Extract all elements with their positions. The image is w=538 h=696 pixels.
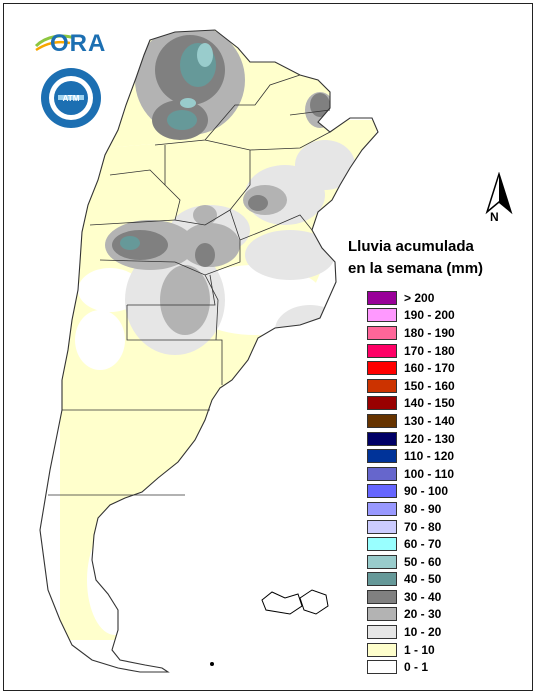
legend-swatch [367, 607, 397, 622]
legend-label: 50 - 60 [404, 554, 442, 569]
legend-label: 80 - 90 [404, 501, 442, 516]
north-arrow-icon [485, 172, 513, 215]
legend-swatch [367, 642, 397, 657]
legend-item: 0 - 1 [367, 658, 517, 676]
legend-item: 140 - 150 [367, 395, 517, 413]
legend-label: 190 - 200 [404, 308, 455, 323]
legend-item: 130 - 140 [367, 412, 517, 430]
legend: > 200 190 - 200 180 - 190 170 - 180 160 - 17… [367, 289, 517, 676]
legend-label: 130 - 140 [404, 413, 455, 428]
legend-item: 90 - 100 [367, 483, 517, 501]
island-dot [210, 662, 214, 666]
legend-label: 1 - 10 [404, 642, 435, 657]
legend-label: 40 - 50 [404, 572, 442, 587]
legend-item: > 200 [367, 289, 517, 307]
rainfall-shading [60, 30, 378, 640]
legend-swatch [367, 589, 397, 604]
legend-swatch [367, 572, 397, 587]
legend-swatch [367, 378, 397, 393]
legend-label: > 200 [404, 290, 435, 305]
legend-label: 100 - 110 [404, 466, 455, 481]
legend-label: 0 - 1 [404, 660, 429, 675]
legend-swatch [367, 449, 397, 464]
legend-swatch [367, 325, 397, 340]
legend-label: 140 - 150 [404, 396, 455, 411]
legend-swatch [367, 519, 397, 534]
legend-item: 120 - 130 [367, 430, 517, 448]
legend-item: 50 - 60 [367, 553, 517, 571]
legend-label: 110 - 120 [404, 449, 455, 464]
legend-title-line1: Lluvia acumulada [348, 238, 474, 255]
legend-label: 70 - 80 [404, 519, 442, 534]
legend-swatch [367, 413, 397, 428]
legend-swatch [367, 501, 397, 516]
legend-item: 180 - 190 [367, 324, 517, 342]
legend-item: 110 - 120 [367, 447, 517, 465]
ora-logo-icon [34, 34, 75, 52]
legend-swatch [367, 466, 397, 481]
legend-label: 170 - 180 [404, 343, 455, 358]
legend-label: 20 - 30 [404, 607, 442, 622]
legend-item: 1 - 10 [367, 641, 517, 659]
legend-swatch [367, 537, 397, 552]
legend-swatch [367, 396, 397, 411]
legend-label: 160 - 170 [404, 361, 455, 376]
legend-swatch [367, 660, 397, 675]
legend-title-line2: en la semana (mm) [348, 260, 484, 277]
legend-swatch [367, 484, 397, 499]
legend-swatch [367, 431, 397, 446]
legend-item: 170 - 180 [367, 342, 517, 360]
malvinas-islands [261, 589, 329, 615]
province-boundaries [39, 29, 379, 673]
legend-item: 60 - 70 [367, 535, 517, 553]
legend-item: 150 - 160 [367, 377, 517, 395]
legend-item: 160 - 170 [367, 359, 517, 377]
legend-label: 150 - 160 [404, 378, 455, 393]
legend-swatch [367, 361, 397, 376]
legend-label: 120 - 130 [404, 431, 455, 446]
legend-item: 100 - 110 [367, 465, 517, 483]
legend-swatch [367, 625, 397, 640]
legend-item: 30 - 40 [367, 588, 517, 606]
svg-text:ATM: ATM [63, 94, 80, 103]
legend-item: 10 - 20 [367, 623, 517, 641]
legend-swatch [367, 343, 397, 358]
smn-seal-icon: ATM [41, 68, 101, 128]
legend-item: 40 - 50 [367, 571, 517, 589]
ora-logo-text: ORA [50, 30, 107, 57]
legend-label: 60 - 70 [404, 537, 442, 552]
legend-label: 30 - 40 [404, 589, 442, 604]
legend-swatch [367, 308, 397, 323]
legend-item: 70 - 80 [367, 518, 517, 536]
legend-label: 180 - 190 [404, 325, 455, 340]
legend-title: Lluvia acumulada en la semana (mm) [348, 236, 528, 280]
legend-swatch [367, 290, 397, 305]
legend-swatch [367, 554, 397, 569]
legend-item: 20 - 30 [367, 606, 517, 624]
legend-label: 90 - 100 [404, 484, 449, 499]
legend-label: 10 - 20 [404, 625, 442, 640]
legend-item: 190 - 200 [367, 307, 517, 325]
legend-item: 80 - 90 [367, 500, 517, 518]
north-label: N [490, 210, 499, 224]
